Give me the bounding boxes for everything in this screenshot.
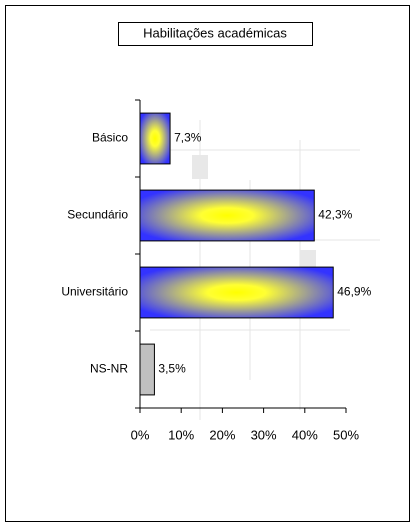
chart-title: Habilitações académicas <box>143 25 287 40</box>
x-tick-label: 0% <box>131 427 150 442</box>
chart-frame <box>5 5 410 522</box>
value-label: 42,3% <box>318 208 352 222</box>
bar <box>139 266 334 319</box>
value-label: 46,9% <box>337 285 371 299</box>
value-label: 7,3% <box>174 131 202 145</box>
y-tick-label: Secundário <box>67 208 128 222</box>
value-label: 3,5% <box>158 362 186 376</box>
bar <box>139 112 171 165</box>
y-tick-label: NS-NR <box>90 362 128 376</box>
bar <box>139 189 315 242</box>
title-box <box>118 22 313 46</box>
bar <box>139 343 155 396</box>
y-tick-label: Universitário <box>61 285 128 299</box>
x-tick-label: 10% <box>168 427 194 442</box>
y-tick-label: Básico <box>92 131 128 145</box>
x-tick-label: 20% <box>209 427 235 442</box>
x-tick-label: 30% <box>251 427 277 442</box>
x-tick-label: 40% <box>292 427 318 442</box>
x-tick-label: 50% <box>333 427 359 442</box>
